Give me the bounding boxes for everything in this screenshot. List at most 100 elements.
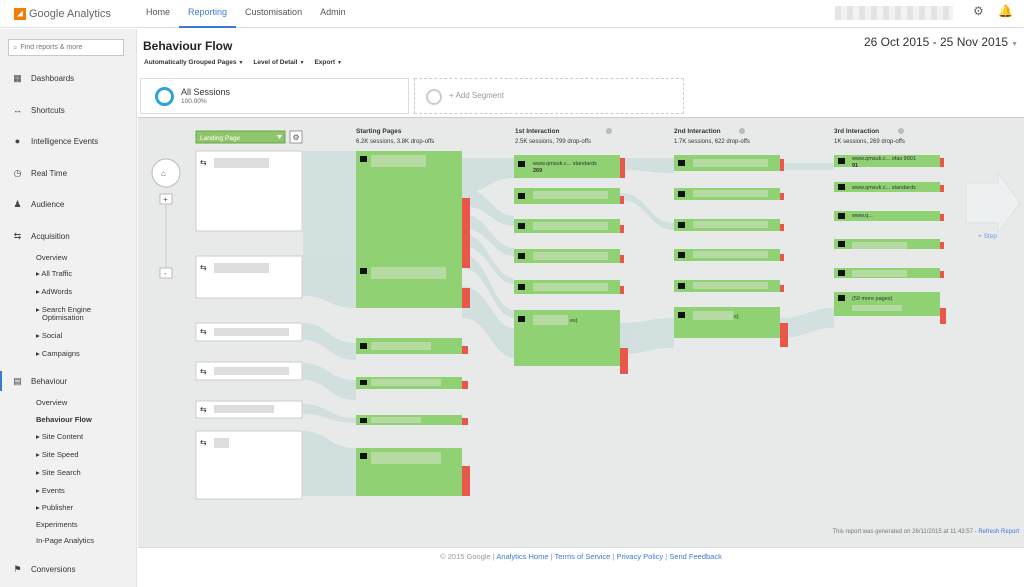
sidebar-beh-site-speed[interactable]: ▸ Site Speed xyxy=(36,450,79,459)
page-node[interactable] xyxy=(514,155,620,178)
sidebar-acq-campaigns[interactable]: ▸ Campaigns xyxy=(36,349,80,358)
ga-logo[interactable]: Google Analytics xyxy=(0,7,137,20)
page-icon xyxy=(518,316,525,322)
dropoff-bar[interactable] xyxy=(780,323,788,347)
dropoff-bar[interactable] xyxy=(620,348,628,374)
add-step-label[interactable]: + Step xyxy=(978,233,997,240)
page-node[interactable] xyxy=(356,151,462,268)
sidebar-beh-site-search[interactable]: ▸ Site Search xyxy=(36,468,81,477)
add-segment-button[interactable]: + Add Segment xyxy=(414,78,684,114)
export-dropdown[interactable]: Export ▼ xyxy=(314,59,342,66)
sidebar-item-shortcuts[interactable]: ↔ Shortcuts xyxy=(0,100,137,120)
sidebar-beh-overview[interactable]: Overview xyxy=(36,398,68,407)
col-remove-icon[interactable] xyxy=(739,128,745,134)
dropoff-bar[interactable] xyxy=(462,346,468,354)
dropoff-bar[interactable] xyxy=(462,381,468,389)
sidebar-beh-experiments[interactable]: Experiments xyxy=(36,520,78,529)
sidebar-item-acquisition[interactable]: ⇆ Acquisition xyxy=(0,226,137,246)
dropoff-bar[interactable] xyxy=(462,418,468,425)
flow-band xyxy=(303,151,356,268)
sidebar-beh-behaviour-flow[interactable]: Behaviour Flow xyxy=(36,415,92,424)
dropoff-bar[interactable] xyxy=(780,159,784,171)
page-node[interactable] xyxy=(834,155,940,167)
col-stats-3rd: 1K sessions, 269 drop-offs xyxy=(834,139,905,145)
nav-admin[interactable]: Admin xyxy=(320,6,346,17)
col-remove-icon[interactable] xyxy=(606,128,612,134)
footer-terms[interactable]: Terms of Service xyxy=(554,552,611,561)
date-range-picker[interactable]: 26 Oct 2015 - 25 Nov 2015 ▼ xyxy=(864,35,1018,49)
caret-icon: ▼ xyxy=(299,60,305,66)
sidebar-beh-events[interactable]: ▸ Events xyxy=(36,486,65,495)
sidebar-item-conversions[interactable]: ⚑ Conversions xyxy=(0,559,137,579)
sidebar-item-behaviour[interactable]: ▤ Behaviour xyxy=(0,371,137,391)
landing-node[interactable] xyxy=(195,255,303,299)
footer-feedback[interactable]: Send Feedback xyxy=(669,552,722,561)
dropoff-bar[interactable] xyxy=(620,225,624,233)
page-node[interactable] xyxy=(834,182,940,192)
shuffle-icon: ⇆ xyxy=(200,158,207,167)
dropoff-bar[interactable] xyxy=(620,286,624,294)
dropoff-bar[interactable] xyxy=(940,271,944,278)
blurred-label xyxy=(693,282,768,289)
search-box[interactable]: ⌕ xyxy=(8,39,124,56)
third-icons xyxy=(838,158,845,301)
dropoff-bar[interactable] xyxy=(780,224,784,231)
segment-all-sessions[interactable]: All Sessions 100.00% xyxy=(140,78,409,114)
flow-settings-button[interactable] xyxy=(289,130,303,144)
pan-control[interactable] xyxy=(151,158,181,188)
sidebar-beh-site-content[interactable]: ▸ Site Content xyxy=(36,432,84,441)
sidebar-acq-all-traffic[interactable]: ▸ All Traffic xyxy=(36,269,73,278)
footer-analytics-home[interactable]: Analytics Home xyxy=(496,552,549,561)
col-remove-icon[interactable] xyxy=(898,128,904,134)
sidebar-item-dashboards[interactable]: ▦ Dashboards xyxy=(0,68,137,88)
dropoff-bar[interactable] xyxy=(462,466,470,496)
page-icon xyxy=(518,193,525,199)
nav-customisation[interactable]: Customisation xyxy=(245,6,303,17)
refresh-report-link[interactable]: Refresh Report xyxy=(978,529,1019,535)
add-step-arrow-icon[interactable] xyxy=(965,171,1021,235)
dropoff-bar[interactable] xyxy=(462,288,470,308)
settings-gear-icon[interactable]: ⚙ xyxy=(973,4,984,18)
sidebar-item-real-time[interactable]: ◷ Real Time xyxy=(0,163,137,183)
col-stats-2nd: 1.7K sessions, 622 drop-offs xyxy=(674,139,750,145)
dropoff-bar[interactable] xyxy=(620,158,625,178)
zoom-out-button[interactable] xyxy=(159,267,173,279)
behaviour-flow-canvas: Landing Page ⚙ ⌂ + - Starting Pages 6.2K… xyxy=(138,117,1024,552)
page-icon xyxy=(360,156,367,162)
nav-home[interactable]: Home xyxy=(146,6,171,17)
sidebar-acq-overview[interactable]: Overview xyxy=(36,253,68,262)
dropoff-bar[interactable] xyxy=(462,198,470,268)
footer-privacy[interactable]: Privacy Policy xyxy=(616,552,664,561)
dropoff-bar[interactable] xyxy=(940,158,944,167)
page-icon xyxy=(838,241,845,247)
sidebar-item-audience[interactable]: ♟ Audience xyxy=(0,194,137,214)
notifications-bell-icon[interactable]: 🔔 xyxy=(998,4,1013,18)
dropoff-bar[interactable] xyxy=(780,254,784,261)
grouping-dropdown[interactable]: Automatically Grouped Pages ▼ xyxy=(144,59,243,66)
account-selector-blurred[interactable] xyxy=(835,6,953,20)
dropoff-bar[interactable] xyxy=(780,285,784,292)
dropoff-bar[interactable] xyxy=(940,308,946,324)
search-input[interactable] xyxy=(20,44,116,51)
dropoff-bar[interactable] xyxy=(940,214,944,221)
nav-reporting[interactable]: Reporting xyxy=(179,0,237,28)
sidebar-acq-seo-line2[interactable]: Optimisation xyxy=(42,313,84,322)
dropoff-bar[interactable] xyxy=(940,185,944,192)
sidebar-beh-in-page-analytics[interactable]: In-Page Analytics xyxy=(36,536,94,545)
dropoff-bar[interactable] xyxy=(620,196,624,204)
dropoff-bar[interactable] xyxy=(620,255,624,263)
sidebar-acq-seo[interactable]: ▸ Search Engine xyxy=(36,305,92,314)
sidebar-acq-adwords[interactable]: ▸ AdWords xyxy=(36,287,73,296)
sidebar-acq-social[interactable]: ▸ Social xyxy=(36,331,63,340)
dropoff-bar[interactable] xyxy=(780,193,784,200)
sidebar-item-intelligence-events[interactable]: ● Intelligence Events xyxy=(0,131,137,151)
add-segment-label: + Add Segment xyxy=(449,91,504,100)
detail-dropdown[interactable]: Level of Detail ▼ xyxy=(253,59,304,66)
page-node[interactable] xyxy=(834,292,940,316)
dimension-select[interactable] xyxy=(195,130,286,144)
sidebar-beh-publisher[interactable]: ▸ Publisher xyxy=(36,503,74,512)
landing-node[interactable] xyxy=(195,430,303,500)
landing-blurred-labels xyxy=(214,158,289,448)
dropoff-bar[interactable] xyxy=(940,242,944,249)
page-node[interactable] xyxy=(834,211,940,221)
